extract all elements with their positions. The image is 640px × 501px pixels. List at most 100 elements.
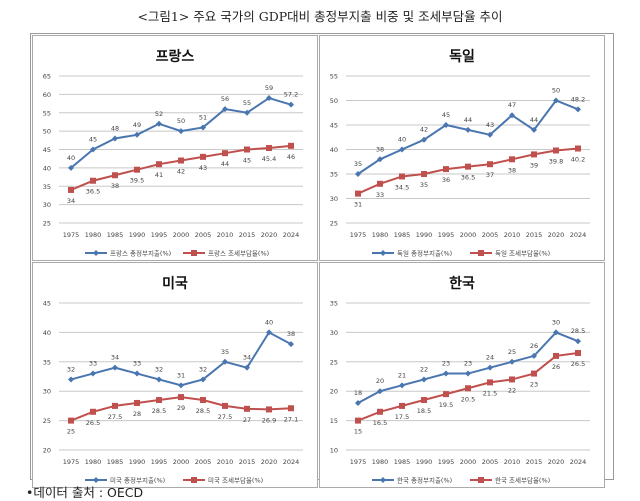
x-tick-label: 2005 (482, 458, 499, 466)
data-point-square (68, 417, 74, 424)
x-tick-label: 1980 (85, 231, 102, 239)
data-label: 36.5 (461, 174, 475, 182)
data-point-square (421, 397, 427, 404)
x-tick-label: 1975 (350, 231, 367, 239)
data-label: 35 (354, 160, 362, 168)
data-point-diamond (443, 370, 449, 377)
data-label: 55 (243, 99, 251, 107)
x-tick-label: 1990 (129, 231, 146, 239)
data-label: 23 (530, 381, 538, 389)
data-label: 33 (89, 360, 97, 368)
data-label: 47 (508, 101, 516, 109)
x-tick-label: 1990 (416, 231, 433, 239)
data-label: 28 (133, 410, 141, 418)
data-label: 50 (177, 117, 185, 125)
data-point-square (377, 408, 383, 415)
data-label: 29 (177, 404, 185, 412)
data-point-square (200, 153, 206, 160)
data-label: 40.2 (571, 156, 585, 164)
data-label: 22 (420, 365, 428, 373)
data-point-diamond (377, 388, 383, 395)
data-label: 30 (552, 318, 560, 326)
page-title: <그림1> 주요 국가의 GDP대비 총정부지출 비중 및 조세부담율 추이 (137, 9, 503, 24)
data-label: 51 (199, 113, 207, 121)
legend-marker-diamond (380, 477, 386, 483)
data-point-diamond (421, 136, 427, 143)
data-label: 33 (376, 191, 384, 199)
data-point-diamond (178, 382, 184, 389)
data-point-diamond (68, 376, 74, 383)
data-point-square (266, 406, 272, 413)
x-tick-label: 1985 (394, 231, 411, 239)
data-label: 44 (221, 160, 229, 168)
x-tick-label: 1985 (394, 458, 411, 466)
data-point-square (531, 151, 537, 158)
data-label: 25 (67, 428, 75, 436)
data-point-square (575, 349, 581, 356)
data-point-diamond (531, 352, 537, 359)
legend-marker-square (191, 477, 197, 483)
data-point-diamond (487, 131, 493, 138)
chart-title: 독일 (449, 49, 475, 65)
data-point-diamond (200, 376, 206, 383)
data-label: 38 (287, 330, 295, 338)
data-label: 45 (243, 157, 251, 165)
data-point-diamond (509, 112, 515, 119)
data-label: 27.5 (108, 413, 122, 421)
data-label: 36 (442, 176, 450, 184)
data-label: 34 (67, 197, 75, 205)
data-label: 31 (177, 371, 185, 379)
legend-label: 한국 조세부담율(%) (495, 476, 550, 485)
data-point-square (553, 352, 559, 359)
x-tick-label: 2010 (504, 231, 521, 239)
y-tick-label: 20 (330, 388, 338, 396)
legend-marker-diamond (93, 477, 99, 483)
chart-panel-usa: 미국 20 25 30 35 40 45 1975 1980 1985 1990 1995 2000 20… (32, 262, 318, 488)
data-label: 25 (508, 348, 516, 356)
data-label: 31 (354, 201, 362, 209)
data-label: 44 (530, 116, 538, 124)
y-tick-label: 50 (43, 128, 51, 136)
line-chart: 한국 10 15 20 25 30 35 1975 1980 1985 1990 1995 2000 20… (330, 276, 590, 485)
data-point-diamond (68, 164, 74, 171)
x-tick-label: 2020 (261, 231, 278, 239)
x-tick-label: 2000 (173, 231, 190, 239)
data-point-square (112, 172, 118, 179)
data-label: 27 (243, 416, 251, 424)
data-label: 19.5 (439, 401, 453, 409)
x-tick-label: 2024 (570, 231, 587, 239)
y-tick-label: 35 (43, 183, 51, 191)
data-point-square (509, 156, 515, 163)
legend-marker-square (191, 250, 197, 256)
data-point-diamond (399, 146, 405, 153)
data-point-square (266, 145, 272, 152)
data-point-square (134, 399, 140, 406)
data-label: 40 (398, 136, 406, 144)
x-tick-label: 1990 (129, 458, 146, 466)
data-label: 28.5 (571, 327, 585, 335)
x-tick-label: 1995 (151, 458, 168, 466)
data-label: 35 (221, 348, 229, 356)
data-label: 26.5 (86, 419, 100, 427)
x-tick-label: 2000 (173, 458, 190, 466)
legend-marker-square (478, 250, 484, 256)
data-point-square (509, 376, 515, 383)
legend-label: 프랑스 조세부담율(%) (208, 249, 269, 258)
line-chart: 미국 20 25 30 35 40 45 1975 1980 1985 1990 1995 2000 20… (43, 276, 303, 485)
data-point-diamond (222, 106, 228, 113)
x-tick-label: 2015 (526, 458, 543, 466)
data-point-diamond (112, 135, 118, 142)
data-label: 26.9 (262, 416, 276, 424)
data-label: 23 (464, 360, 472, 368)
data-label: 37 (486, 171, 494, 179)
data-point-diamond (399, 382, 405, 389)
x-tick-label: 2024 (570, 458, 587, 466)
data-point-square (156, 397, 162, 404)
data-label: 18.5 (417, 407, 431, 415)
legend-marker-diamond (93, 250, 99, 256)
y-tick-label: 40 (330, 146, 338, 154)
data-label: 52 (155, 110, 163, 118)
y-tick-label: 30 (43, 388, 51, 396)
data-point-square (355, 417, 361, 424)
data-point-diamond (134, 370, 140, 377)
